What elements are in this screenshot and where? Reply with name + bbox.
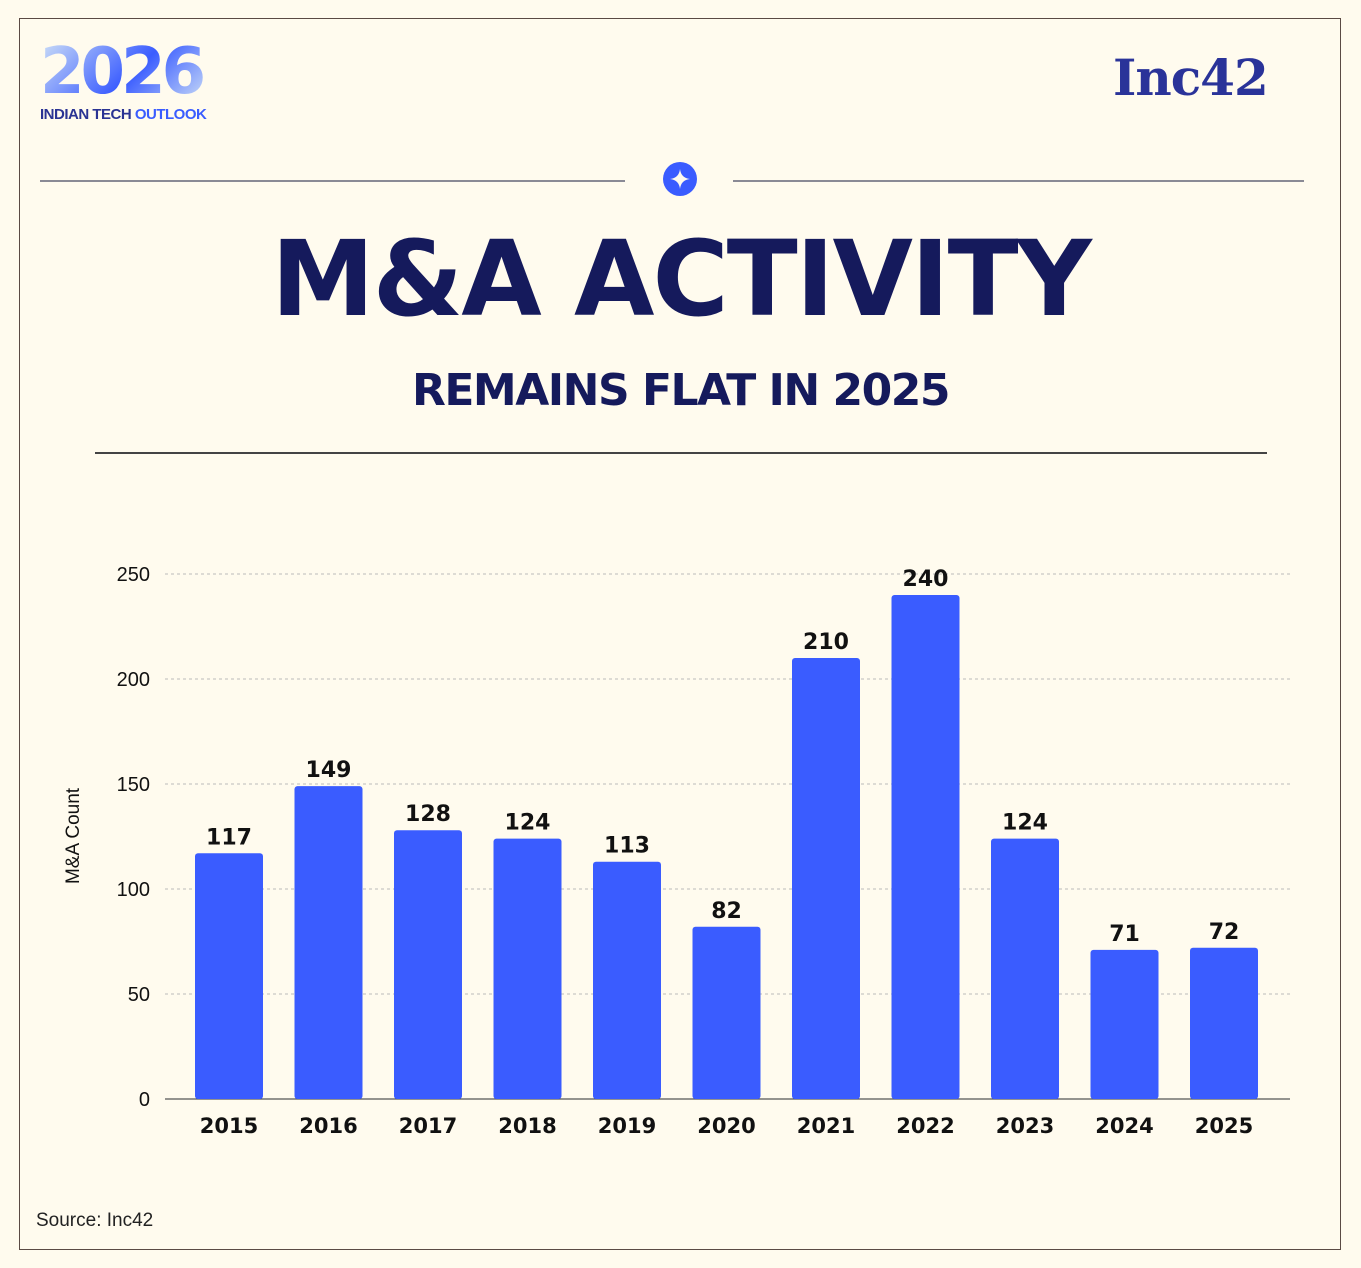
- bar-2023: [991, 838, 1059, 1099]
- x-tick-label-2025: 2025: [1195, 1114, 1253, 1138]
- y-axis-label: M&A Count: [63, 787, 84, 884]
- divider-left: [40, 180, 625, 182]
- y-tick-label: 150: [117, 774, 150, 796]
- data-label-2020: 82: [711, 899, 742, 924]
- x-tick-label-2020: 2020: [697, 1114, 755, 1138]
- bar-2020: [692, 926, 761, 1099]
- data-label-2018: 124: [505, 811, 551, 836]
- x-tick-label-2019: 2019: [598, 1114, 656, 1138]
- title-divider: [95, 452, 1267, 454]
- bar-2015: [195, 853, 263, 1099]
- data-label-2017: 128: [405, 802, 451, 827]
- logo-sub-1: INDIAN TECH: [40, 106, 132, 123]
- bar-2019: [593, 861, 661, 1099]
- y-tick-label: 50: [128, 984, 150, 1006]
- data-label-2023: 124: [1002, 811, 1048, 836]
- four-point-star-icon: [663, 162, 697, 196]
- data-label-2024: 71: [1109, 922, 1140, 947]
- y-tick-label: 0: [139, 1089, 150, 1111]
- page-subtitle: REMAINS FLAT IN 2025: [411, 365, 951, 416]
- y-tick-label: 250: [117, 564, 150, 586]
- data-label-2019: 113: [604, 834, 650, 859]
- bar-2025: [1190, 947, 1258, 1099]
- x-tick-label-2023: 2023: [996, 1114, 1054, 1138]
- frame-border: [19, 18, 1341, 1250]
- x-tick-label-2015: 2015: [200, 1114, 258, 1138]
- bar-2024: [1090, 949, 1159, 1099]
- indian-tech-outlook-logo: 2026 INDIAN TECH OUTLOOK: [40, 40, 207, 123]
- data-label-2016: 149: [306, 758, 352, 783]
- x-tick-label-2021: 2021: [797, 1114, 855, 1138]
- y-tick-label: 200: [117, 669, 150, 691]
- data-label-2015: 117: [206, 825, 252, 850]
- data-label-2025: 72: [1209, 920, 1240, 945]
- bar-2022: [891, 595, 960, 1099]
- logo-sub-2: OUTLOOK: [134, 106, 207, 123]
- y-tick-label: 100: [117, 879, 150, 901]
- bar-2018: [493, 838, 562, 1099]
- x-tick-label-2018: 2018: [498, 1114, 556, 1138]
- x-tick-label-2016: 2016: [299, 1114, 357, 1138]
- x-tick-label-2024: 2024: [1095, 1114, 1153, 1138]
- inc42-logo: Inc42: [1113, 48, 1269, 107]
- data-label-2022: 240: [903, 567, 949, 592]
- bar-2021: [792, 658, 860, 1099]
- x-tick-label-2017: 2017: [399, 1114, 457, 1138]
- divider-right: [733, 180, 1304, 182]
- bar-2017: [394, 830, 462, 1099]
- logo-year: 2026: [40, 40, 206, 104]
- page-title: M&A ACTIVITY: [271, 218, 1092, 340]
- data-label-2021: 210: [803, 630, 849, 655]
- source-note: Source: Inc42: [36, 1210, 154, 1231]
- x-tick-label-2022: 2022: [896, 1114, 954, 1138]
- bar-2016: [294, 786, 363, 1099]
